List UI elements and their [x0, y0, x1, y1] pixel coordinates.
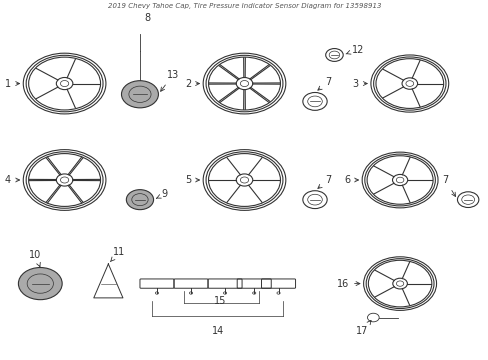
- Text: 7: 7: [317, 175, 330, 188]
- Text: 4: 4: [5, 175, 20, 185]
- Text: 2019 Chevy Tahoe Cap, Tire Pressure Indicator Sensor Diagram for 13598913: 2019 Chevy Tahoe Cap, Tire Pressure Indi…: [107, 3, 381, 9]
- Text: 6: 6: [343, 175, 358, 185]
- Text: 7: 7: [442, 175, 455, 197]
- Text: 12: 12: [346, 45, 363, 55]
- Text: 5: 5: [184, 175, 199, 185]
- Text: 13: 13: [161, 70, 179, 91]
- Text: 9: 9: [156, 189, 167, 199]
- Text: 2: 2: [184, 78, 199, 89]
- Text: 17: 17: [355, 320, 370, 337]
- Text: 8: 8: [144, 13, 151, 23]
- Text: 15: 15: [214, 296, 226, 306]
- Circle shape: [121, 81, 158, 108]
- Text: 10: 10: [29, 250, 41, 267]
- Text: 11: 11: [110, 247, 125, 262]
- Text: 1: 1: [5, 78, 20, 89]
- Text: 3: 3: [352, 78, 366, 89]
- Text: 7: 7: [317, 77, 330, 90]
- Circle shape: [126, 190, 153, 210]
- Circle shape: [19, 267, 62, 300]
- Text: 14: 14: [211, 327, 224, 337]
- Text: 16: 16: [336, 279, 359, 289]
